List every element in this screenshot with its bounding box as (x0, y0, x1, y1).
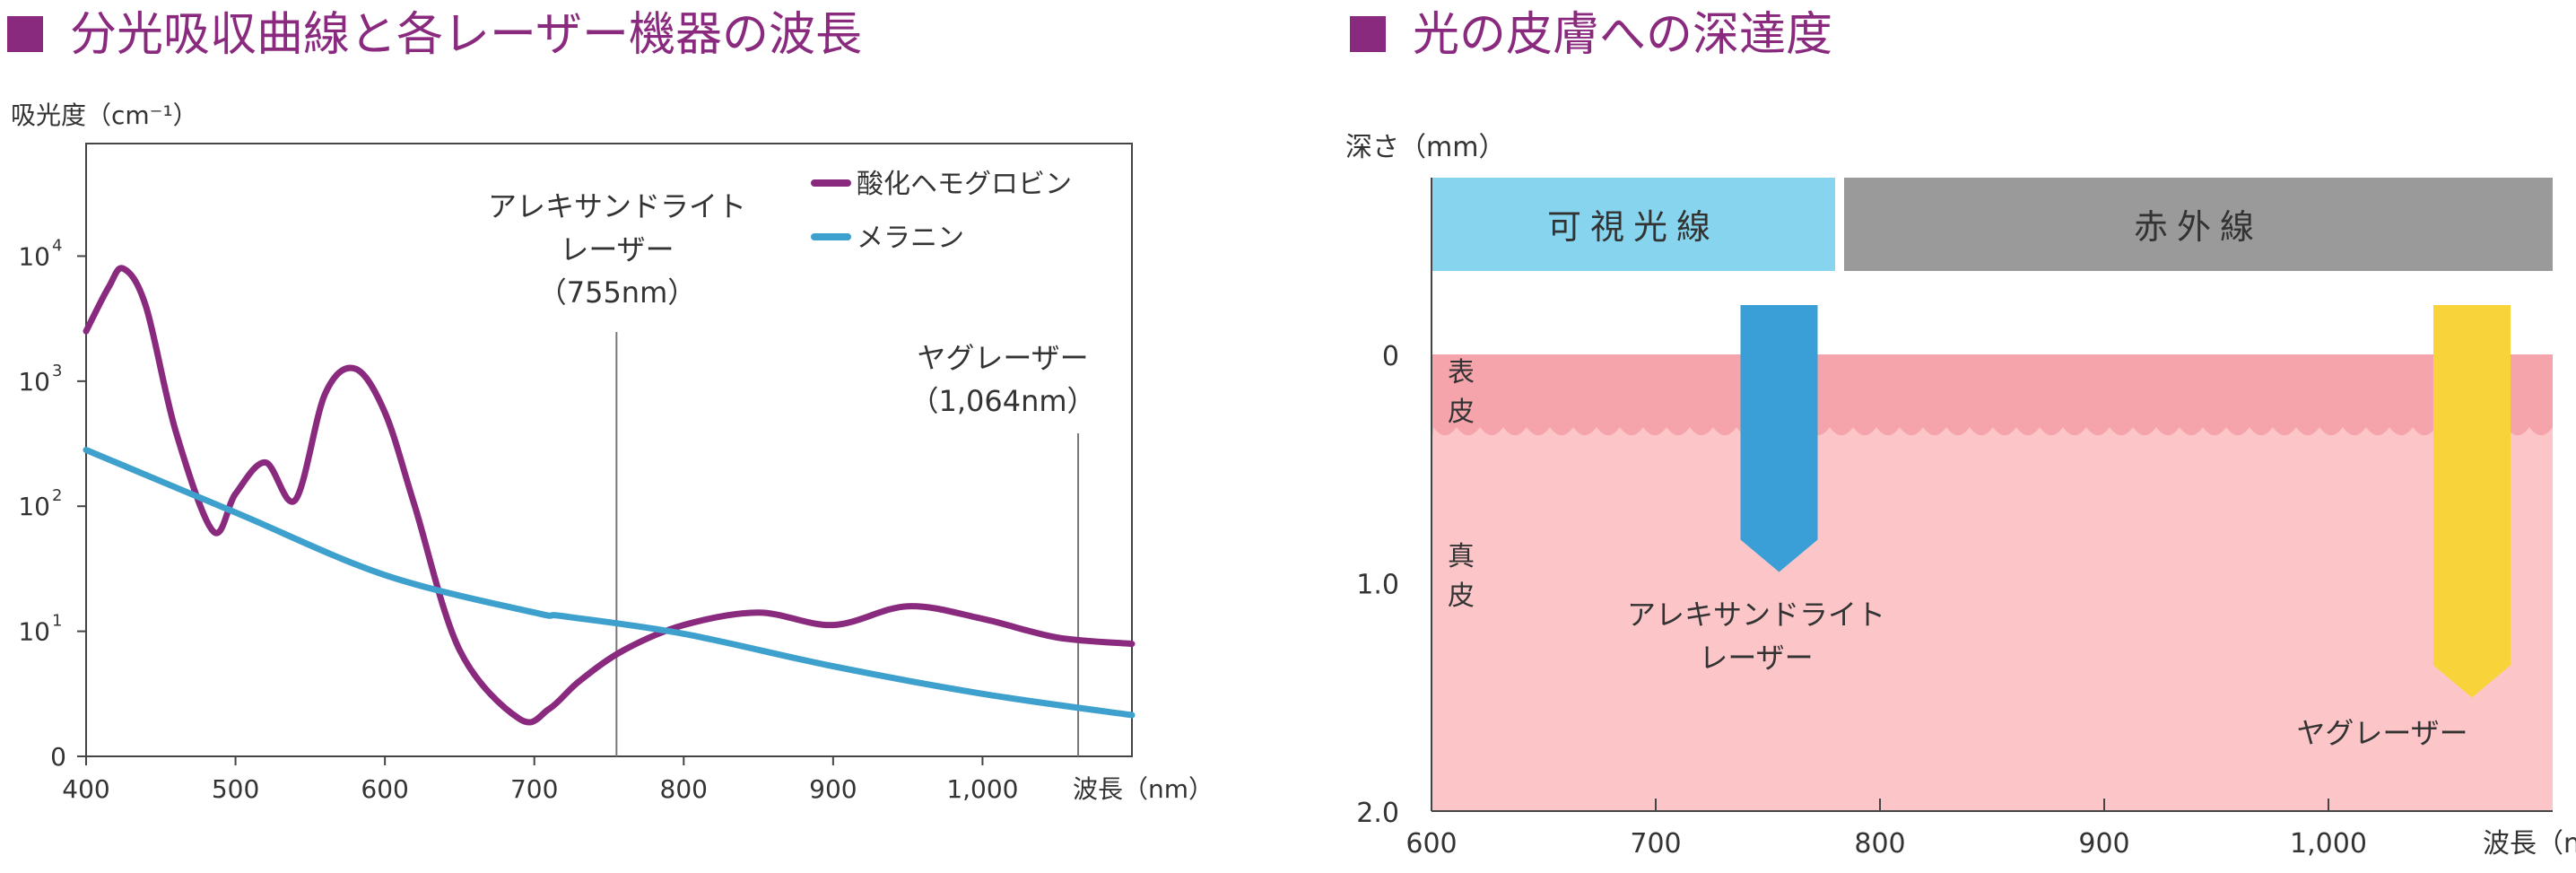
visible-light-label: 可視光線 (1547, 207, 1719, 247)
epidermis-label: 表 (1448, 357, 1475, 388)
visible-light-band (1432, 178, 1835, 271)
wavelength-marker-label: （1,064nm） (909, 384, 1095, 418)
x-tick-label: 900 (809, 774, 857, 804)
laser-label: レーザー (1699, 641, 1813, 675)
x-tick-label: 400 (62, 774, 109, 804)
y-tick-label: 0 (50, 742, 66, 772)
laser-label: ヤグレーザー (2296, 716, 2467, 750)
title-square-icon (7, 16, 43, 52)
yag-arrow (2433, 305, 2511, 698)
y-tick-label-exponent: 3 (52, 362, 62, 380)
x-tick-label: 900 (2078, 828, 2129, 860)
y-axis-label: 吸光度（cm⁻¹） (11, 100, 198, 130)
x-axis-label: 波長（nm） (2483, 828, 2576, 860)
y-tick-label-exponent: 1 (52, 612, 62, 631)
legend-label: 酸化ヘモグロビン (857, 169, 1072, 200)
dermis-label: 皮 (1448, 581, 1475, 612)
x-tick-label: 600 (1405, 828, 1457, 860)
depth-tick-label: 0 (1382, 341, 1399, 372)
series-line-hemoglobin (83, 265, 1136, 726)
alexandrite-arrow (1740, 305, 1818, 572)
title-square-icon (1350, 16, 1386, 52)
wavelength-marker-label: レーザー (560, 232, 674, 266)
x-axis-label: 波長（nm） (1073, 774, 1214, 804)
x-tick-label: 1,000 (2290, 828, 2367, 860)
depth-tick-label: 2.0 (1356, 798, 1399, 829)
dermis-layer (1432, 354, 2553, 811)
x-tick-label: 700 (510, 774, 558, 804)
y-tick-label: 10 (18, 241, 50, 271)
infrared-label: 赤外線 (2134, 207, 2263, 247)
x-tick-label: 600 (361, 774, 408, 804)
x-tick-label: 1,000 (946, 774, 1018, 804)
legend-label: メラニン (857, 223, 964, 254)
y-tick-label: 10 (18, 367, 50, 397)
right-chart-title-text: 光の皮膚への深達度 (1413, 8, 1833, 62)
series-line-melanin (83, 447, 1136, 719)
y-tick-label: 10 (18, 617, 50, 647)
left-chart-title: 分光吸収曲線と各レーザー機器の波長 (7, 4, 862, 66)
x-tick-label: 700 (1630, 828, 1681, 860)
depth-tick-label: 1.0 (1356, 570, 1399, 601)
epidermis-layer (1432, 354, 2553, 436)
x-tick-label: 800 (660, 774, 708, 804)
wavelength-marker-label: （755nm） (538, 275, 697, 310)
infrared-band (1844, 178, 2553, 271)
epidermis-label: 皮 (1448, 397, 1475, 428)
wavelength-marker-label: ヤグレーザー (917, 341, 1088, 375)
y-tick-label-exponent: 4 (52, 236, 62, 255)
y-tick-label-exponent: 2 (52, 486, 62, 505)
depth-axis-label: 深さ（mm） (1345, 132, 1505, 163)
left-chart-title-text: 分光吸収曲線と各レーザー機器の波長 (70, 8, 862, 62)
x-tick-label: 500 (212, 774, 259, 804)
wavelength-marker-label: アレキサンドライト (488, 189, 746, 223)
dermis-label: 真 (1448, 541, 1475, 572)
laser-label: アレキサンドライト (1627, 598, 1885, 632)
x-tick-label: 800 (1854, 828, 1905, 860)
y-tick-label: 10 (18, 492, 50, 521)
right-chart-title: 光の皮膚への深達度 (1350, 4, 1832, 66)
